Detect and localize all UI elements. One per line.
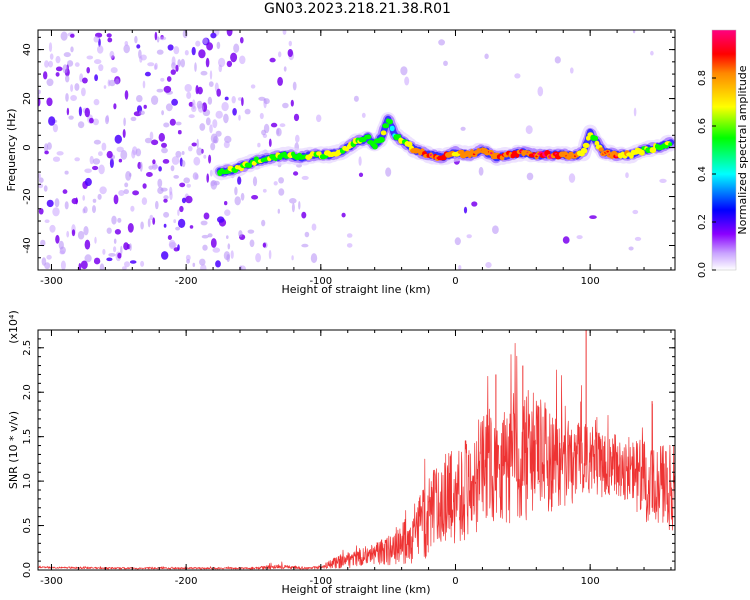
spectrogram-ylabel: Frequency (Hz) [5, 109, 18, 192]
snr-ytick-label: 0.0 [22, 562, 33, 578]
colorbar-tick-label: 0.4 [697, 166, 708, 182]
spectrogram-xtick-label: -200 [175, 276, 198, 287]
spectrogram-ytick-label: -40 [22, 237, 33, 253]
colorbar-tick-label: 0.0 [697, 262, 708, 278]
spectrogram-ytick-label: 20 [22, 92, 33, 105]
colorbar-tick-label: 0.2 [697, 214, 708, 230]
snr-xtick-label: 100 [581, 576, 600, 587]
colorbar-gradient [712, 30, 736, 270]
spectrogram-ytick-label: 0 [22, 144, 33, 150]
snr-ytick-label: 1.0 [22, 473, 33, 489]
snr-frame [37, 329, 676, 571]
snr-ytick-label: 0.5 [22, 518, 33, 534]
snr-xtick-label: 0 [452, 576, 458, 587]
colorbar: 0.0 0.2 0.4 0.6 0.8 Normalized spectral ampl… [697, 29, 749, 278]
colorbar-tick-label: 0.8 [697, 70, 708, 86]
spectrogram-xtick-label: 0 [452, 276, 458, 287]
colorbar-tick-label: 0.6 [697, 118, 708, 134]
snr-ytick-label: 2.0 [22, 384, 33, 400]
snr-series-line [38, 342, 675, 570]
spectrogram-xtick-label: 100 [581, 276, 600, 287]
snr-xlabel: Height of straight line (km) [281, 583, 430, 596]
spectrogram-xtick-label: -300 [40, 276, 63, 287]
spectrogram-ytick-label: -20 [22, 188, 33, 204]
snr-yscale-label: (x10⁴) [7, 310, 20, 344]
snr-ylabel: SNR (10 * v/v) [7, 411, 20, 489]
spectrogram-xlabel: Height of straight line (km) [281, 283, 430, 296]
snr-xtick-label: -300 [40, 576, 63, 587]
spectrogram-xtick-label: -100 [309, 276, 332, 287]
colorbar-label: Normalized spectral amplitude [736, 65, 749, 234]
spectrogram-ytick-label: 40 [22, 43, 33, 56]
colorbar-frame [711, 29, 737, 271]
frequency-ridge [212, 112, 675, 181]
snr-ytick-label: 2.5 [22, 340, 33, 356]
snr-xtick-label: -100 [309, 576, 332, 587]
noise-speckle [38, 30, 667, 270]
chart-title: GN03.2023.218.21.38.R01 [264, 1, 451, 17]
spectrogram-frame [37, 29, 676, 271]
snr-xtick-label: -200 [175, 576, 198, 587]
snr-ytick-label: 1.5 [22, 429, 33, 445]
snr-panel: -300 -200 -100 0 100 0.0 0.5 1.0 1.5 2.0 2.5 Heigh… [7, 310, 676, 596]
